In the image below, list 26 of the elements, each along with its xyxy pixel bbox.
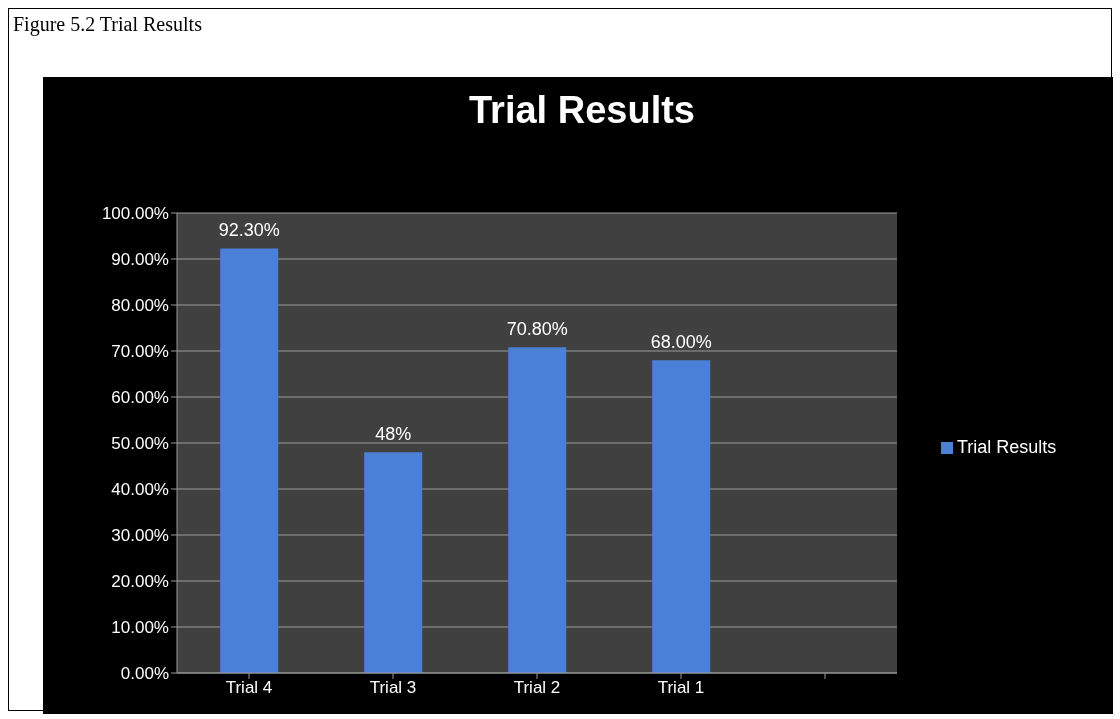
y-tick-label: 30.00% bbox=[111, 526, 169, 546]
x-tick-label: Trial 1 bbox=[657, 678, 705, 698]
bar bbox=[364, 452, 423, 673]
data-label: 92.30% bbox=[218, 220, 280, 241]
legend-label: Trial Results bbox=[957, 437, 1057, 458]
y-tick-label: 60.00% bbox=[111, 388, 169, 408]
y-tick-label: 90.00% bbox=[111, 250, 169, 270]
caption: Figure 5.2 Trial Results bbox=[13, 13, 202, 36]
y-tick-label: 80.00% bbox=[111, 296, 169, 316]
x-tick-label: Trial 3 bbox=[369, 678, 417, 698]
x-tick-label: Trial 2 bbox=[513, 678, 561, 698]
y-tick-label: 70.00% bbox=[111, 342, 169, 362]
chart-title: Trial Results bbox=[468, 89, 696, 132]
data-label: 48% bbox=[375, 424, 412, 445]
y-tick-label: 0.00% bbox=[120, 664, 169, 684]
x-tick-label: Trial 4 bbox=[225, 678, 273, 698]
y-tick-label: 10.00% bbox=[111, 618, 169, 638]
data-label: 70.80% bbox=[506, 319, 568, 340]
bar bbox=[652, 360, 711, 673]
data-label: 68.00% bbox=[650, 332, 712, 353]
bar bbox=[508, 347, 567, 673]
y-tick-label: 40.00% bbox=[111, 480, 169, 500]
y-tick-label: 100.00% bbox=[101, 204, 169, 224]
y-tick-label: 20.00% bbox=[111, 572, 169, 592]
bar bbox=[220, 248, 279, 673]
y-tick-label: 50.00% bbox=[111, 434, 169, 454]
